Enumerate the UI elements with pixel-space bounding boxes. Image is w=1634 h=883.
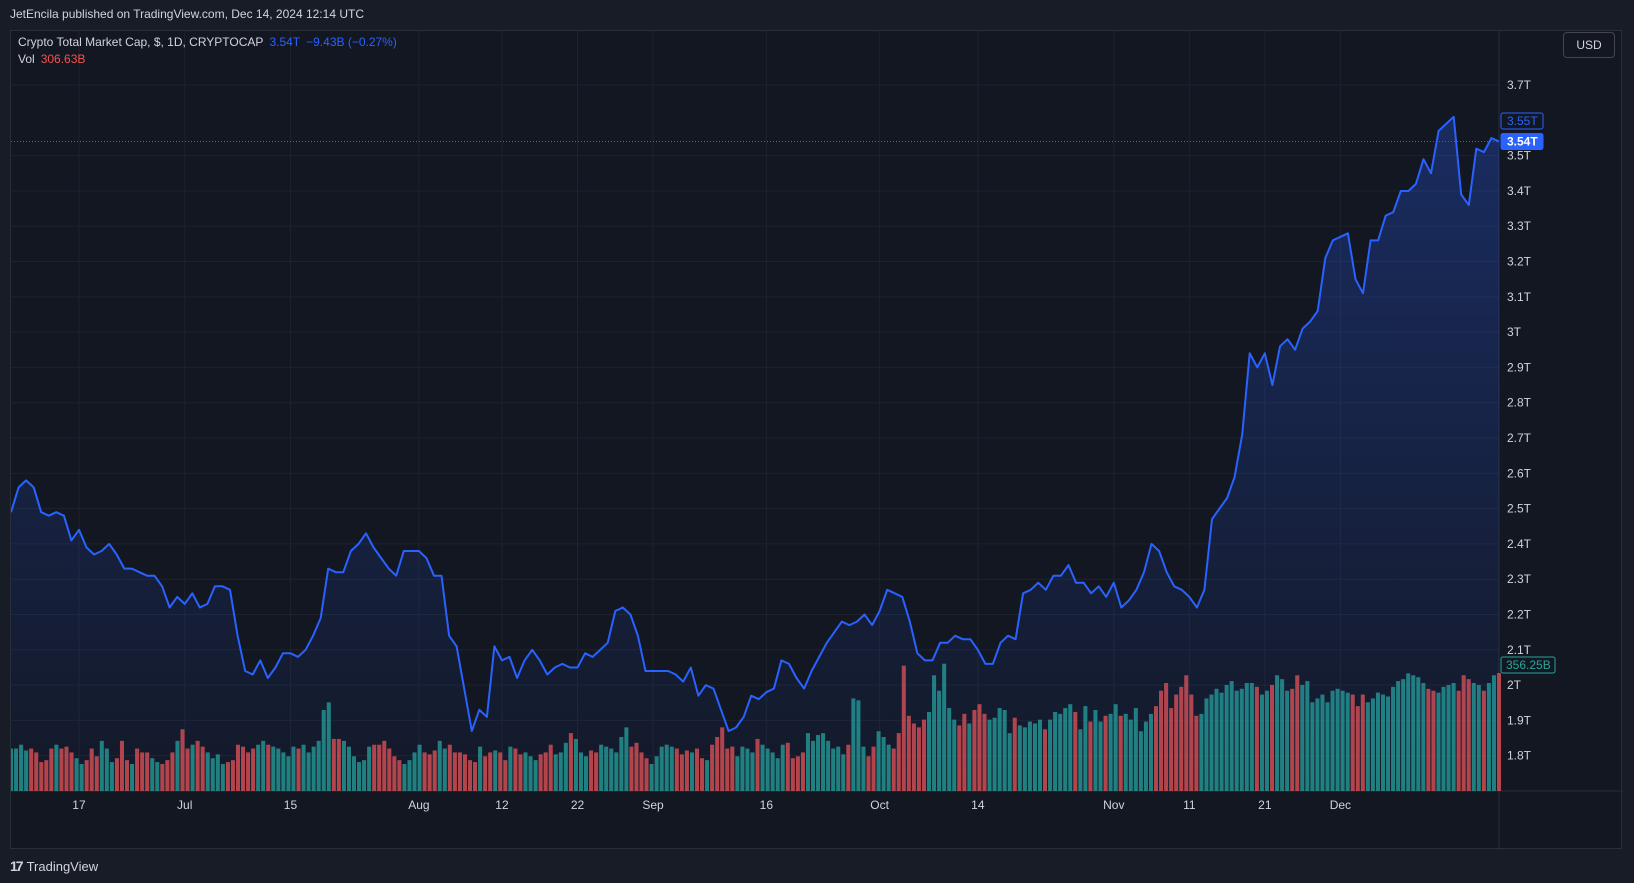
y-tick-label: 2.9T [1507, 360, 1532, 374]
y-tick-label: 2.1T [1507, 643, 1532, 657]
y-tick-label: 3.5T [1507, 149, 1532, 163]
legend-volume-row[interactable]: Vol 306.63B [18, 51, 397, 68]
x-tick-label: 22 [571, 798, 585, 812]
y-tick-label: 2.7T [1507, 431, 1532, 445]
y-tick-label: 3.4T [1507, 184, 1532, 198]
chart-frame[interactable]: 1.8T 1.9T 2T 2.1T 2.2T 2.3T 2.4T 2.5T 2.6T 2.7T 2.… [10, 30, 1623, 850]
y-tick-label: 2.2T [1507, 608, 1532, 622]
footer-brand[interactable]: 17 TradingView [10, 858, 98, 874]
y-tick-label: 2T [1507, 678, 1522, 692]
x-tick-label: Oct [870, 798, 889, 812]
legend-change: −9.43B (−0.27%) [306, 35, 397, 49]
x-tick-label: Sep [642, 798, 664, 812]
x-tick-label: 21 [1258, 798, 1272, 812]
chart-legend: Crypto Total Market Cap, $, 1D, CRYPTOCA… [18, 34, 397, 68]
price-line [11, 115, 1500, 732]
y-tick-label: 3T [1507, 325, 1522, 339]
price-label-text: 3.55T [1507, 114, 1538, 128]
x-tick-label: 15 [284, 798, 298, 812]
last-price-label [1500, 133, 1544, 151]
currency-button[interactable]: USD [1563, 32, 1615, 58]
footer-brand-name: TradingView [26, 858, 99, 874]
legend-symbol[interactable]: Crypto Total Market Cap, $, 1D, CRYPTOCA… [18, 35, 264, 49]
y-tick-label: 1.9T [1507, 713, 1532, 727]
tradingview-logo-icon: 17 [10, 858, 24, 874]
legend-symbol-row[interactable]: Crypto Total Market Cap, $, 1D, CRYPTOCA… [18, 34, 397, 51]
price-area [11, 116, 1499, 792]
x-tick-label: 11 [1183, 798, 1196, 812]
x-tick-label: 16 [760, 798, 774, 812]
x-tick-label: Aug [408, 798, 429, 812]
y-tick-label: 2.6T [1507, 466, 1532, 480]
y-tick-label: 3.1T [1507, 290, 1532, 304]
x-tick-label: Jul [177, 798, 192, 812]
y-tick-label: 2.3T [1507, 572, 1532, 586]
y-tick-label: 2.5T [1507, 502, 1532, 516]
legend-last-value: 3.54T [269, 35, 301, 49]
y-tick-label: 2.8T [1507, 396, 1532, 410]
legend-vol-value: 306.63B [40, 52, 86, 66]
publisher-info: JetEncila published on TradingView.com, … [10, 7, 364, 21]
volume-value-text: 356.25B [1506, 658, 1551, 672]
y-tick-label: 3.2T [1507, 255, 1532, 269]
x-tick-label: 12 [495, 798, 509, 812]
high-price-label [1500, 112, 1544, 130]
volume-value-label [1500, 656, 1556, 674]
y-tick-label: 3.7T [1507, 78, 1532, 92]
legend-vol-label[interactable]: Vol [18, 52, 35, 66]
x-tick-label: 17 [72, 798, 86, 812]
x-tick-label: Nov [1103, 798, 1124, 812]
y-tick-label: 1.8T [1507, 749, 1532, 763]
x-tick-label: 14 [971, 798, 985, 812]
x-tick-label: Dec [1330, 798, 1351, 812]
y-tick-label: 3.3T [1507, 219, 1532, 233]
y-tick-label: 2.4T [1507, 537, 1532, 551]
top-bar: JetEncila published on TradingView.com, … [0, 0, 1634, 30]
price-label-text: 3.54T [1507, 135, 1538, 149]
chart-canvas[interactable]: 1.8T 1.9T 2T 2.1T 2.2T 2.3T 2.4T 2.5T 2.6T 2.7T 2.… [11, 31, 1623, 850]
